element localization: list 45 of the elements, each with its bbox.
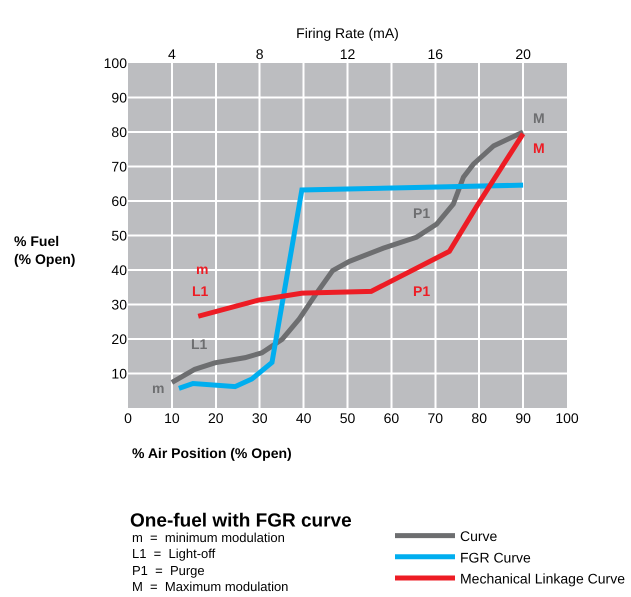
text: One-fuel with FGR curve [130,510,352,532]
y-tick-label: 60 [111,192,128,209]
annotation: m [196,261,208,277]
y-tick-label: 20 [111,330,128,347]
x2-tick-label: 4 [168,46,176,62]
y-tick-label: 100 [104,54,128,71]
text: P1 = Purge [132,563,205,578]
annotation: L1 [191,336,208,352]
y-tick-label: 30 [111,296,128,312]
annotation: L1 [192,283,209,299]
legend-label: Mechanical Linkage Curve [460,570,626,586]
x2-axis-title: Firing Rate (mA) [296,24,399,41]
annotation: m [152,380,164,396]
x-tick-label: 0 [124,410,132,426]
y-tick-label: 80 [111,124,128,140]
annotation: M [533,140,545,156]
x-axis-title: % Air Position (% Open) [132,445,292,461]
x-tick-label: 100 [555,410,579,426]
annotation: M [533,110,545,126]
x-tick-label: 30 [252,410,268,426]
x-tick-label: 50 [340,410,356,426]
x2-tick-label: 12 [340,46,356,62]
x-tick-label: 60 [384,410,400,426]
y-tick-label: 10 [111,365,128,382]
x2-tick-label: 16 [428,46,444,62]
x-tick-label: 90 [515,410,532,426]
legend-label: FGR Curve [460,549,531,566]
text: m = minimum modulation [132,530,285,545]
y-axis-title: % Fuel (% Open) [14,233,76,268]
x-tick-label: 10 [164,410,180,426]
x-tick-label: 80 [471,410,488,426]
y-tick-label: 40 [111,262,128,278]
x2-tick-label: 8 [256,46,264,62]
x-tick-label: 70 [428,410,444,426]
x-tick-label: 40 [296,410,312,426]
text: M = Maximum modulation [132,579,288,594]
annotation: P1 [413,283,430,299]
y-tick-label: 50 [111,227,128,244]
y-tick-label: 70 [111,158,128,174]
x-tick-label: 20 [208,410,224,426]
y-tick-label: 90 [111,89,128,106]
text: L1 = Light-off [132,546,216,561]
x2-tick-label: 20 [515,46,532,62]
annotation: P1 [413,205,430,221]
legend-label: Curve [460,528,498,544]
